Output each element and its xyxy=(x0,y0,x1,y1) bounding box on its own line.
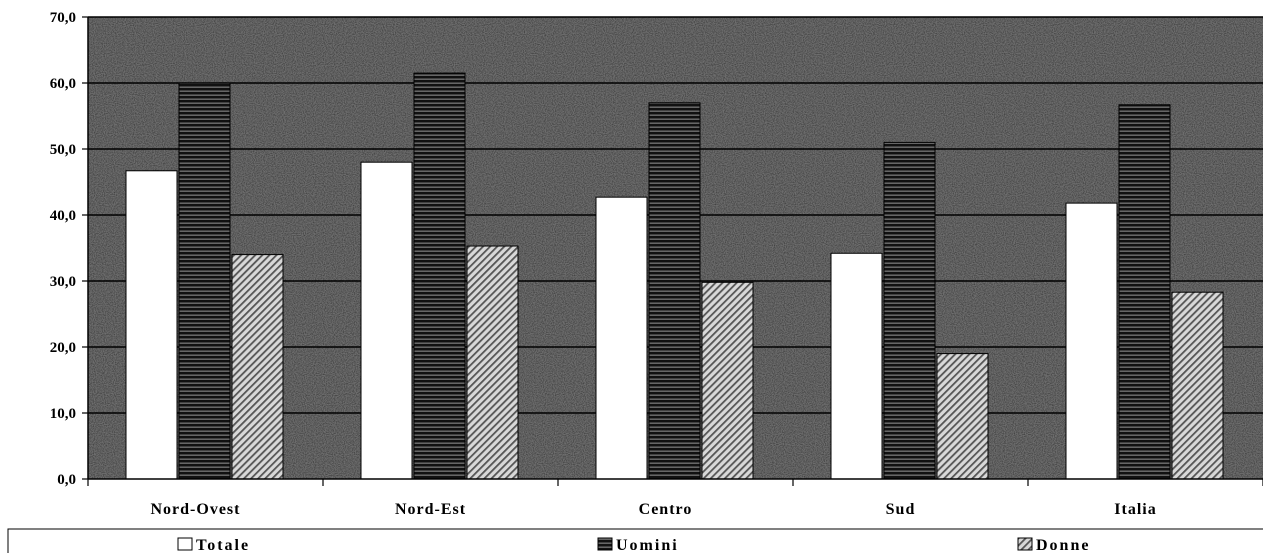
x-category-label: Centro xyxy=(639,501,693,518)
y-tick-label: 50,0 xyxy=(50,142,76,158)
x-category-label: Italia xyxy=(1114,501,1156,518)
y-tick-label: 30,0 xyxy=(50,274,76,290)
y-tick-label: 40,0 xyxy=(50,208,76,224)
bar-uomini-italia xyxy=(1118,104,1171,480)
legend-label-donne: Donne xyxy=(1036,537,1090,553)
y-tick-label: 0,0 xyxy=(57,472,76,488)
bar-totale-italia xyxy=(1065,202,1118,480)
y-axis: 0,0 10,0 20,0 30,0 40,0 50,0 60,0 70,0 xyxy=(50,10,89,488)
bar-totale-nord-ovest xyxy=(125,170,178,480)
y-tick-label: 10,0 xyxy=(50,406,76,422)
y-tick-label: 20,0 xyxy=(50,340,76,356)
bars xyxy=(125,72,1224,480)
bar-donne-centro xyxy=(701,281,754,480)
legend-label-uomini: Uomini xyxy=(616,537,679,553)
bar-uomini-nord-ovest xyxy=(178,82,231,480)
bar-donne-nord-est xyxy=(466,245,519,480)
bar-totale-nord-est xyxy=(360,161,413,480)
bar-donne-nord-ovest xyxy=(231,254,284,480)
legend-swatch-totale xyxy=(177,537,193,551)
legend-box xyxy=(7,528,1263,553)
legend-label-totale: Totale xyxy=(196,537,250,553)
y-tick-label: 70,0 xyxy=(50,10,76,26)
bar-totale-sud xyxy=(830,252,883,480)
bar-uomini-sud xyxy=(883,141,936,480)
legend: Totale Uomini Donne xyxy=(7,528,1263,553)
x-axis: Nord-Ovest Nord-Est Centro Sud Italia xyxy=(87,478,1263,518)
bar-uomini-centro xyxy=(648,102,701,480)
x-category-label: Sud xyxy=(886,501,916,518)
legend-swatch-uomini xyxy=(597,537,613,551)
bar-donne-italia xyxy=(1171,291,1224,480)
x-category-label: Nord-Ovest xyxy=(151,501,241,518)
bar-donne-sud xyxy=(936,353,989,480)
x-category-label: Nord-Est xyxy=(395,501,466,518)
y-tick-label: 60,0 xyxy=(50,76,76,92)
bar-uomini-nord-est xyxy=(413,72,466,480)
bar-totale-centro xyxy=(595,196,648,480)
legend-swatch-donne xyxy=(1017,537,1033,551)
